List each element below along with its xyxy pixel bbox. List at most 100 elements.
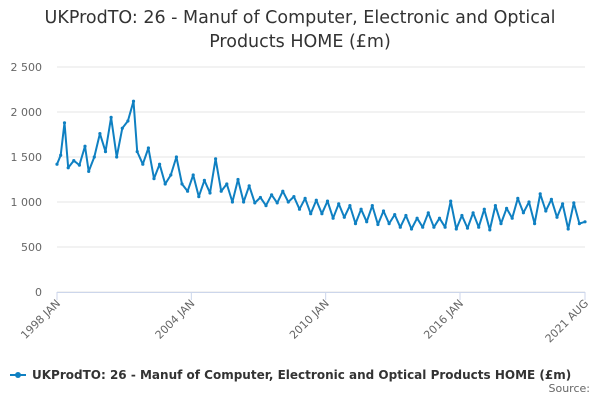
data-point[interactable] [365, 220, 369, 224]
data-point[interactable] [83, 144, 87, 148]
data-point[interactable] [219, 189, 223, 193]
data-point[interactable] [191, 173, 195, 177]
data-point[interactable] [404, 213, 408, 218]
data-point[interactable] [180, 182, 184, 186]
data-point[interactable] [521, 211, 526, 215]
data-point[interactable] [202, 178, 206, 182]
data-point[interactable] [409, 227, 414, 231]
data-point[interactable] [516, 196, 520, 200]
data-point[interactable] [505, 206, 509, 210]
data-point[interactable] [253, 201, 257, 205]
data-point[interactable] [493, 204, 497, 208]
data-point[interactable] [309, 212, 313, 216]
data-point[interactable] [225, 182, 229, 186]
data-point[interactable] [120, 126, 124, 130]
data-point[interactable] [163, 182, 167, 186]
data-point[interactable] [186, 189, 190, 193]
data-point[interactable] [325, 199, 330, 203]
data-point[interactable] [141, 162, 145, 166]
chart-title: UKProdTO: 26 - Manuf of Computer, Electr… [0, 6, 600, 54]
data-point[interactable] [454, 227, 458, 231]
data-point[interactable] [477, 225, 481, 229]
data-point[interactable] [174, 155, 178, 159]
data-point[interactable] [465, 226, 470, 230]
data-point[interactable] [393, 213, 397, 217]
data-point[interactable] [421, 225, 425, 229]
data-point[interactable] [158, 162, 162, 166]
data-point[interactable] [533, 222, 537, 226]
data-point[interactable] [87, 169, 91, 173]
data-point[interactable] [387, 222, 391, 226]
data-point[interactable] [286, 200, 290, 204]
data-point[interactable] [577, 222, 582, 226]
data-point[interactable] [103, 150, 108, 154]
data-point[interactable] [131, 99, 136, 103]
data-point[interactable] [214, 157, 218, 161]
data-point[interactable] [499, 222, 503, 226]
data-point[interactable] [146, 146, 150, 150]
data-point[interactable] [398, 225, 402, 229]
data-point[interactable] [381, 209, 386, 213]
data-point[interactable] [561, 202, 565, 206]
data-point[interactable] [135, 150, 139, 154]
data-point[interactable] [92, 155, 96, 159]
data-point[interactable] [555, 215, 559, 219]
data-point[interactable] [460, 213, 464, 218]
data-point[interactable] [258, 195, 262, 200]
data-point[interactable] [242, 200, 246, 204]
data-point[interactable] [55, 162, 59, 166]
data-point[interactable] [359, 207, 363, 211]
data-point[interactable] [270, 193, 274, 197]
data-point[interactable] [303, 196, 307, 200]
data-point[interactable] [510, 216, 514, 220]
data-point[interactable] [275, 201, 279, 205]
data-point[interactable] [353, 222, 358, 226]
data-point[interactable] [169, 173, 173, 177]
data-point[interactable] [331, 216, 335, 220]
data-point[interactable] [583, 220, 587, 224]
data-point[interactable] [566, 227, 570, 231]
data-point[interactable] [59, 153, 63, 157]
data-point[interactable] [572, 201, 576, 205]
data-point[interactable] [320, 212, 324, 216]
legend[interactable]: UKProdTO: 26 - Manuf of Computer, Electr… [10, 366, 571, 384]
data-point[interactable] [208, 191, 212, 195]
data-point[interactable] [348, 204, 352, 208]
data-point[interactable] [230, 200, 234, 204]
data-point[interactable] [432, 225, 436, 229]
data-point[interactable] [443, 225, 447, 229]
data-point[interactable] [488, 228, 492, 232]
data-point[interactable] [126, 119, 130, 123]
data-point[interactable] [197, 195, 201, 199]
data-point[interactable] [236, 177, 240, 182]
x-tick-label: 2016 JAN [421, 297, 466, 342]
data-point[interactable] [437, 216, 442, 220]
data-point[interactable] [115, 155, 119, 159]
data-point[interactable] [281, 189, 285, 193]
data-point[interactable] [98, 132, 102, 136]
data-point[interactable] [247, 184, 251, 188]
data-point[interactable] [376, 222, 380, 227]
data-point[interactable] [66, 166, 70, 170]
data-point[interactable] [152, 177, 156, 181]
data-point[interactable] [72, 159, 76, 163]
data-point[interactable] [544, 209, 548, 213]
data-point[interactable] [471, 211, 475, 215]
data-point[interactable] [482, 207, 486, 211]
data-point[interactable] [297, 207, 302, 211]
data-point[interactable] [426, 211, 430, 215]
data-point[interactable] [314, 198, 318, 202]
data-point[interactable] [337, 202, 341, 206]
data-point[interactable] [527, 200, 531, 204]
data-point[interactable] [62, 121, 67, 125]
data-point[interactable] [292, 195, 296, 199]
data-point[interactable] [342, 215, 346, 219]
data-point[interactable] [549, 197, 554, 201]
data-point[interactable] [538, 192, 542, 196]
data-point[interactable] [415, 216, 419, 220]
data-point[interactable] [77, 163, 81, 167]
data-point[interactable] [370, 204, 374, 208]
data-point[interactable] [109, 115, 113, 119]
data-point[interactable] [264, 204, 268, 208]
data-point[interactable] [449, 199, 453, 203]
